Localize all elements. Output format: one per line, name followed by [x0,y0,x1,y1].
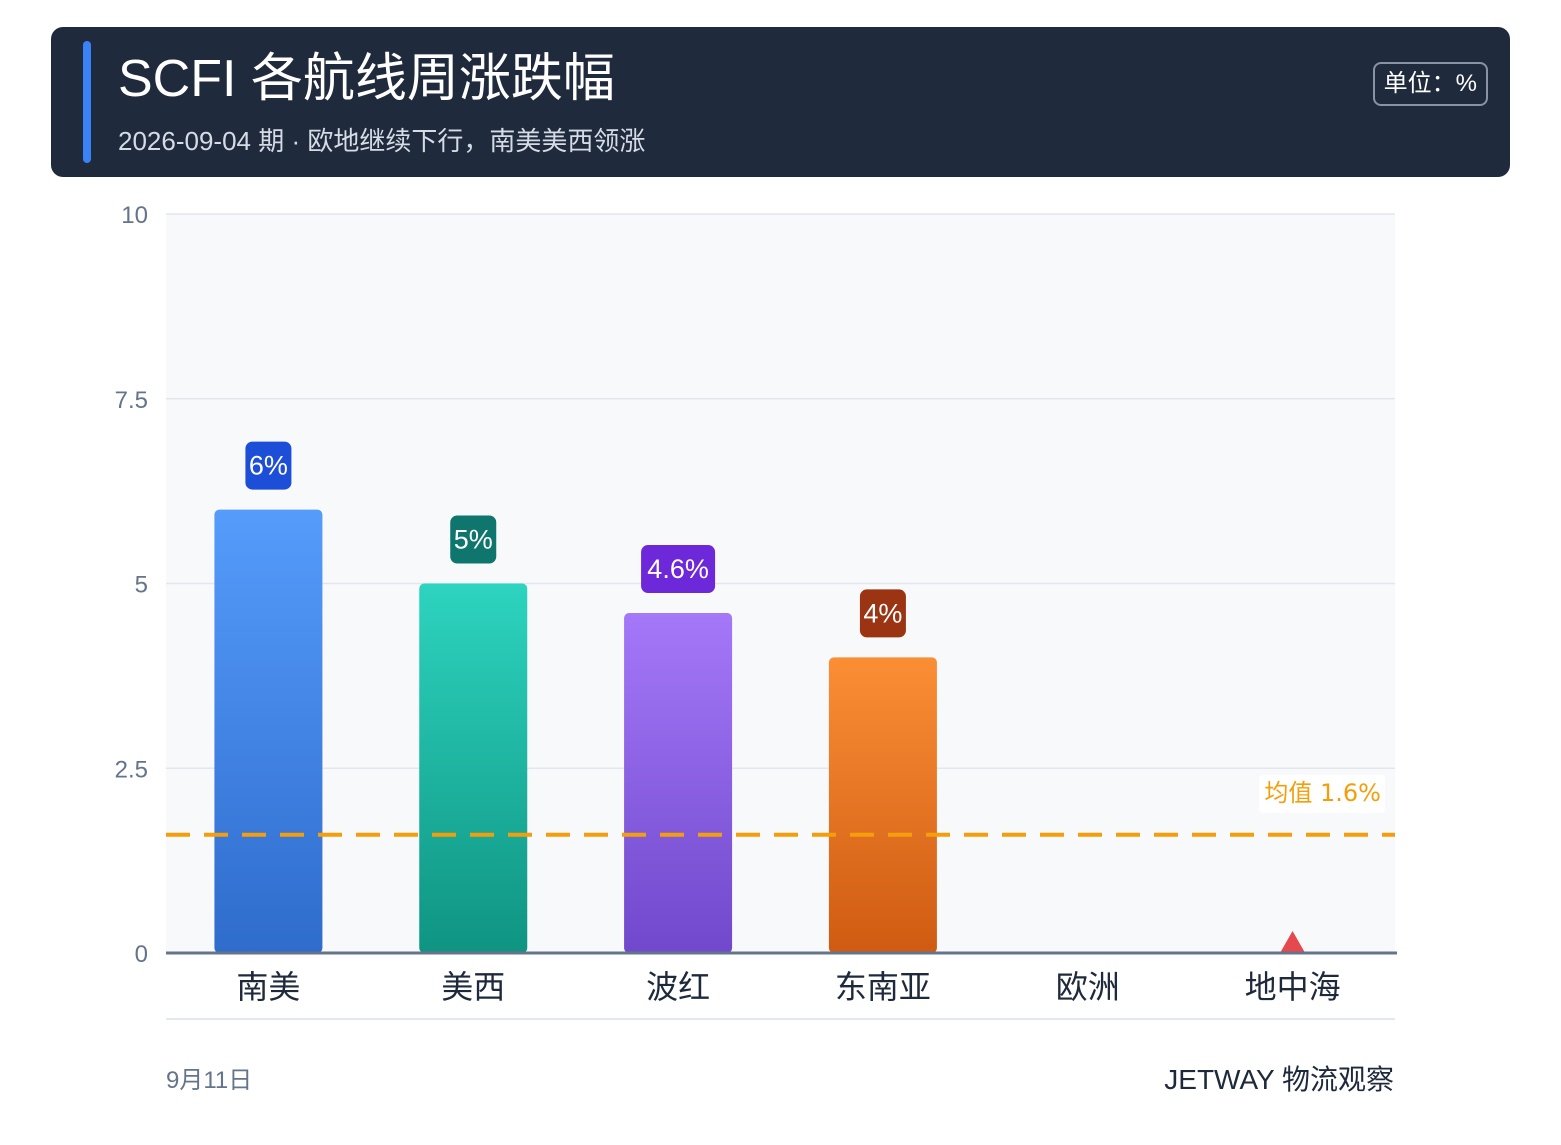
footer-date: 9月11日 [166,1067,253,1094]
x-category-label: 地中海 [1245,968,1341,1006]
change-marker-icon [1280,931,1305,952]
y-tick-label: 5 [135,572,148,599]
header-accent-bar [83,41,91,163]
value-label: 4% [863,598,902,628]
bar-1 [214,509,323,953]
chart-header: SCFI 各航线周涨跌幅 2026-09-04 期 · 欧地继续下行，南美美西领… [51,27,1510,177]
y-tick-label: 2.5 [115,756,148,783]
x-category-label: 南美 [236,968,300,1006]
average-label: 均值 1.6% [1264,779,1381,807]
value-label-badge [641,545,716,594]
value-label: 4.6% [647,554,709,584]
x-category-label: 欧洲 [1056,968,1120,1006]
bar-3 [624,613,733,953]
value-label: 6% [249,451,288,481]
value-label-badge [450,515,497,564]
x-category-label: 东南亚 [835,968,931,1006]
x-category-label: 美西 [441,968,505,1006]
bar-2 [419,583,528,953]
y-tick-label: 7.5 [115,387,148,414]
bar-4 [828,657,937,953]
y-tick-label: 0 [135,941,148,968]
x-category-label: 波红 [646,968,710,1006]
value-label-badge [245,441,292,490]
y-tick-label: 10 [121,202,148,229]
footer-brand: JETWAY 物流观察 [1164,1064,1394,1095]
average-label-bg [1259,774,1385,813]
value-label: 5% [454,525,493,555]
chart-title: SCFI 各航线周涨跌幅 [118,50,615,108]
value-label-badge [859,589,906,638]
unit-badge: 单位：% [1372,62,1488,106]
chart-subtitle: 2026-09-04 期 · 欧地继续下行，南美美西领涨 [118,126,646,156]
